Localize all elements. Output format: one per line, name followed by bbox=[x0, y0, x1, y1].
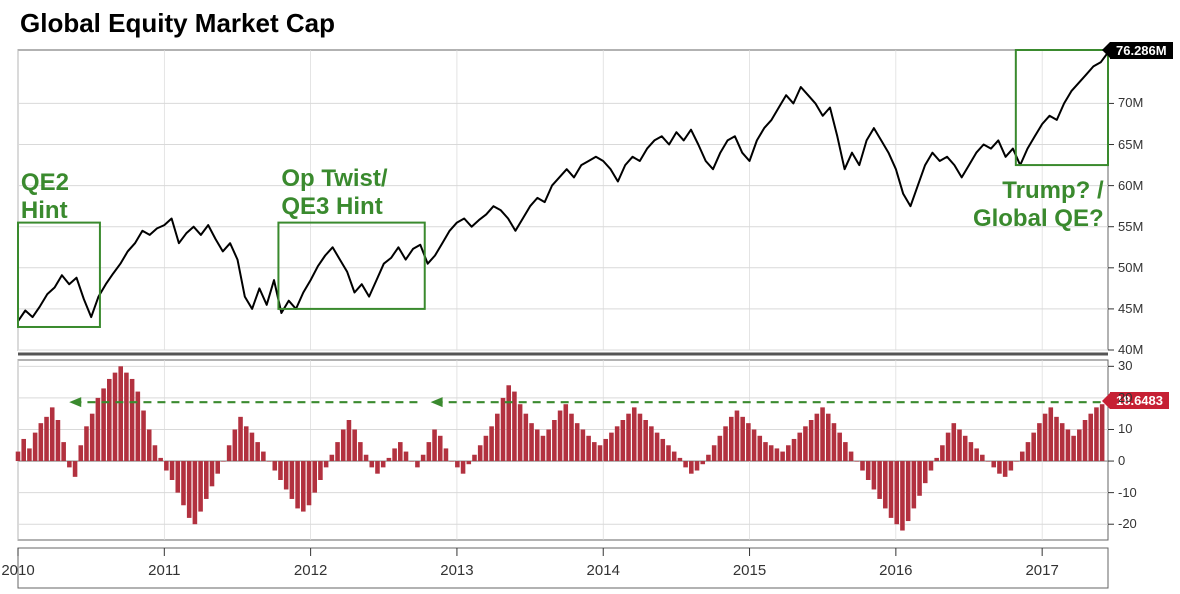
value-badge-top: 76.286M bbox=[1110, 42, 1173, 59]
ytick-bottom: 20 bbox=[1118, 390, 1132, 405]
ytick-bottom: 30 bbox=[1118, 358, 1132, 373]
xtick: 2014 bbox=[587, 562, 620, 579]
ytick-bottom: 0 bbox=[1118, 453, 1125, 468]
ytick-top: 60M bbox=[1118, 178, 1143, 193]
ytick-bottom: -10 bbox=[1118, 485, 1137, 500]
xtick: 2010 bbox=[1, 562, 34, 579]
ytick-top: 55M bbox=[1118, 219, 1143, 234]
annotation-box-optwist bbox=[278, 223, 424, 309]
ytick-bottom: -20 bbox=[1118, 516, 1137, 531]
momentum-bars bbox=[16, 366, 1105, 530]
ytick-top: 50M bbox=[1118, 260, 1143, 275]
equity-line bbox=[18, 53, 1108, 322]
xtick: 2013 bbox=[440, 562, 473, 579]
ytick-top: 65M bbox=[1118, 137, 1143, 152]
ytick-top: 70M bbox=[1118, 95, 1143, 110]
annotation-optwist: Op Twist/QE3 Hint bbox=[281, 165, 387, 220]
chart-title: Global Equity Market Cap bbox=[20, 8, 335, 39]
xtick: 2016 bbox=[879, 562, 912, 579]
chart-svg bbox=[0, 0, 1180, 594]
annotation-box-qe2 bbox=[18, 223, 100, 327]
ytick-bottom: 10 bbox=[1118, 421, 1132, 436]
xtick: 2017 bbox=[1025, 562, 1058, 579]
xtick: 2011 bbox=[148, 562, 180, 579]
chart-root: Global Equity Market Cap 76.286M 18.6483… bbox=[0, 0, 1180, 594]
ytick-top: 45M bbox=[1118, 301, 1143, 316]
ytick-top: 40M bbox=[1118, 342, 1143, 357]
xtick: 2015 bbox=[733, 562, 766, 579]
annotation-trump: Trump? /Global QE? bbox=[973, 177, 1104, 232]
xtick: 2012 bbox=[294, 562, 327, 579]
annotation-qe2: QE2Hint bbox=[21, 169, 69, 224]
